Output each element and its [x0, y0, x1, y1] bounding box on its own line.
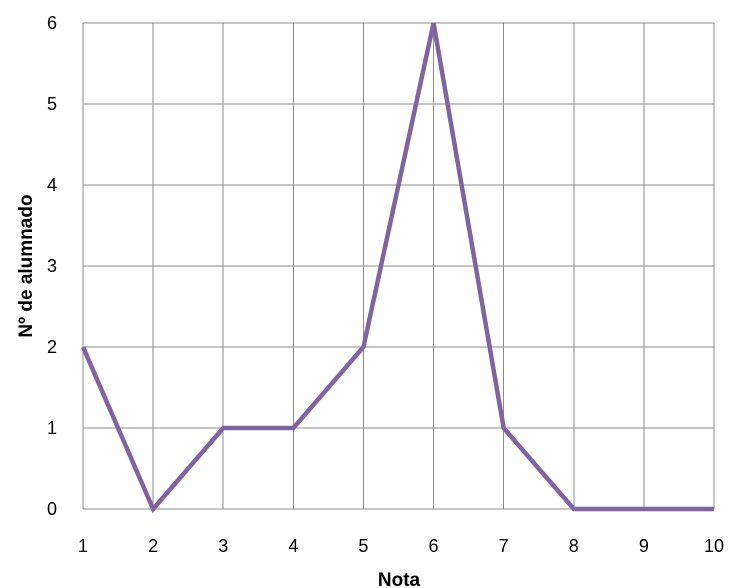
y-tick-label: 0 [47, 499, 57, 519]
data-point [361, 345, 365, 349]
series-layer [80, 21, 716, 514]
y-tick-label: 5 [47, 94, 57, 114]
y-axis-title: Nº de alumnado [16, 194, 37, 337]
y-tick-label: 2 [47, 337, 57, 357]
data-point [81, 345, 85, 349]
data-point [221, 426, 225, 430]
series-line [80, 22, 714, 514]
y-axis-tick-labels: 0 1 2 3 4 5 6 [47, 13, 57, 519]
grid [82, 22, 715, 510]
x-tick-label: 10 [704, 536, 724, 556]
x-axis-title: Nota [378, 570, 421, 588]
data-point [572, 507, 576, 511]
x-tick-label: 5 [358, 536, 368, 556]
y-tick-label: 6 [47, 13, 57, 33]
x-axis-tick-labels: 1 2 3 4 5 6 7 8 9 10 [78, 536, 724, 556]
data-point [151, 507, 155, 511]
x-tick-label: 6 [429, 536, 439, 556]
x-tick-label: 8 [569, 536, 579, 556]
data-point [712, 507, 716, 511]
data-point [502, 426, 506, 430]
y-tick-label: 4 [47, 175, 57, 195]
x-tick-label: 7 [499, 536, 509, 556]
x-tick-label: 9 [639, 536, 649, 556]
y-tick-label: 1 [47, 418, 57, 438]
data-point [432, 21, 436, 25]
data-point [642, 507, 646, 511]
y-tick-label: 3 [47, 256, 57, 276]
x-tick-label: 3 [218, 536, 228, 556]
x-tick-label: 1 [78, 536, 88, 556]
x-tick-label: 2 [148, 536, 158, 556]
data-point [291, 426, 295, 430]
x-tick-label: 4 [288, 536, 298, 556]
